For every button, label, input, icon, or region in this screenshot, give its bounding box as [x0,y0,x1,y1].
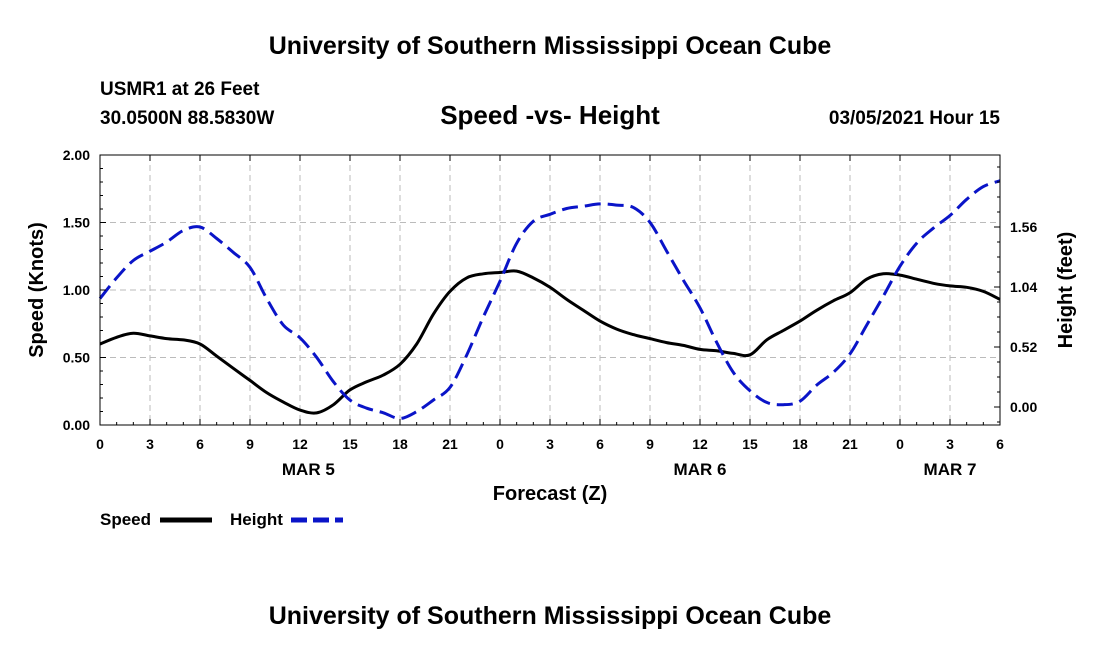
x-tick-label: 6 [196,436,204,452]
y2-tick-label: 0.52 [1010,339,1037,355]
x-tick-label: 12 [692,436,708,452]
x-tick-label: 0 [896,436,904,452]
x-tick-label: 3 [946,436,954,452]
data-series [98,179,1001,420]
x-tick-label: 21 [442,436,458,452]
x-tick-label: 15 [742,436,758,452]
x-tick-label: 15 [342,436,358,452]
chart-subtitle: Speed -vs- Height [440,100,660,130]
x-tick-label: 0 [96,436,104,452]
x-day-label: MAR 7 [924,460,977,479]
y2-tick-label: 1.56 [1010,219,1037,235]
legend-height-label: Height [230,510,283,529]
x-tick-label: 12 [292,436,308,452]
x-tick-label: 18 [792,436,808,452]
forecast-datetime: 03/05/2021 Hour 15 [829,108,1001,129]
x-tick-label: 18 [392,436,408,452]
legend-speed-label: Speed [100,510,151,529]
y-tick-label: 1.00 [63,282,90,298]
station-label: USMR1 at 26 Feet [100,79,260,100]
y-tick-label: 0.00 [63,417,90,433]
grid-lines [100,155,1000,425]
x-tick-label: 9 [646,436,654,452]
y-tick-label: 1.50 [63,215,90,231]
footer-title: University of Southern Mississippi Ocean… [269,602,832,630]
x-tick-label: 0 [496,436,504,452]
y2-tick-label: 0.00 [1010,399,1037,415]
x-day-label: MAR 5 [282,460,335,479]
x-tick-label: 3 [146,436,154,452]
y-axis-right: 0.00 0.52 1.04 1.56 [994,166,1037,423]
x-tick-label: 6 [996,436,1004,452]
y2-axis-label: Height (feet) [1055,232,1077,349]
y-tick-label: 2.00 [63,147,90,163]
legend: Speed Height [100,510,343,529]
x-tick-label: 21 [842,436,858,452]
x-tick-label: 9 [246,436,254,452]
chart-title: University of Southern Mississippi Ocean… [269,32,832,60]
y-axis-left: 0.00 0.50 1.00 1.50 2.00 [63,147,106,433]
speed-series-line [99,269,1001,415]
y2-tick-label: 1.04 [1010,279,1037,295]
x-tick-label: 6 [596,436,604,452]
x-day-label: MAR 6 [674,460,727,479]
y-tick-label: 0.50 [63,350,90,366]
y-axis-label: Speed (Knots) [26,222,48,358]
x-axis: 0 3 6 9 12 15 18 21 0 3 6 9 12 15 18 21 0 3 6 MAR 5 MAR 6 MAR… [96,155,1004,479]
coordinates-label: 30.0500N 88.5830W [100,108,274,129]
x-axis-label: Forecast (Z) [493,483,607,505]
height-series-line [98,179,1001,420]
x-tick-label: 3 [546,436,554,452]
